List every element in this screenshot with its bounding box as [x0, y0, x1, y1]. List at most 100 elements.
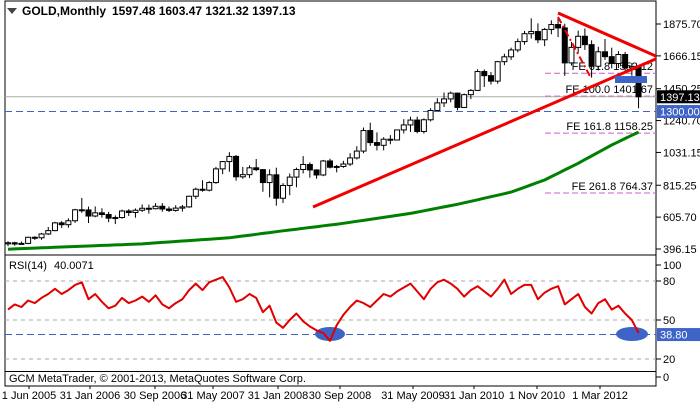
time-axis-label: 31 Jan 2006 — [60, 390, 121, 402]
candle-bearish — [306, 163, 313, 171]
rsi-axis-badge-value: 38.80 — [660, 330, 688, 342]
rsi-oversold-ellipse-annotation[interactable] — [315, 327, 345, 341]
candle-bullish — [353, 150, 360, 159]
price-axis-label: 1031.15 — [663, 147, 700, 159]
candle-bearish — [78, 209, 85, 212]
candle-bullish — [226, 155, 233, 163]
price-axis-label: 1875.70 — [663, 19, 700, 31]
support-zone-rectangle[interactable] — [615, 76, 647, 83]
fibo-baseline-dashdot[interactable] — [557, 16, 592, 79]
candle-bullish — [266, 174, 273, 184]
candle-bearish — [98, 212, 105, 216]
candle-bullish — [347, 157, 354, 165]
candle-bullish — [568, 46, 575, 64]
candle-bullish — [501, 56, 508, 63]
candle-bullish — [394, 129, 401, 141]
candle-bullish — [427, 109, 434, 121]
fibo-expansion-level-label: FE 161.8 1158.25 — [566, 121, 653, 133]
time-axis-label: 31 May 2007 — [181, 390, 245, 402]
candle-bullish — [172, 207, 179, 211]
candle-bullish — [434, 102, 441, 111]
candle-bearish — [125, 210, 132, 214]
candle-bearish — [165, 208, 172, 211]
candle-bullish — [528, 31, 535, 35]
candle-bullish — [139, 207, 146, 211]
rsi-axis-label: 100 — [663, 260, 681, 272]
fibo-expansion-level-label: FE 261.8 764.37 — [572, 181, 653, 193]
candle-bearish — [11, 242, 18, 245]
candle-bearish — [233, 155, 240, 178]
rsi-axis-label: 20 — [663, 354, 675, 366]
candle-bearish — [581, 35, 588, 46]
price-drawings-layer — [312, 11, 658, 209]
rsi-oversold-ellipse-annotation[interactable] — [616, 327, 648, 341]
copyright-text: GCM MetaTrader, © 2001-2013, MetaQuotes … — [9, 373, 306, 385]
candle-bullish — [340, 163, 347, 167]
candle-bullish — [51, 222, 58, 232]
candle-bearish — [588, 44, 595, 67]
candle-bullish — [400, 124, 407, 131]
candle-bullish — [360, 130, 367, 152]
candle-bearish — [487, 75, 494, 82]
candle-bullish — [239, 174, 246, 178]
time-axis-label: 31 Jan 2010 — [444, 390, 505, 402]
price-axis-label: 396.15 — [663, 244, 697, 256]
candle-bearish — [555, 24, 562, 29]
candle-bullish — [293, 168, 300, 178]
candle-bullish — [407, 119, 414, 126]
candle-bearish — [414, 119, 421, 132]
candle-bullish — [615, 54, 622, 64]
candle-bullish — [152, 205, 159, 210]
candle-bearish — [159, 205, 166, 210]
candle-bullish — [112, 217, 119, 220]
candle-bearish — [387, 138, 394, 141]
candle-bullish — [65, 220, 72, 226]
candle-bearish — [145, 207, 152, 210]
candle-bullish — [206, 182, 213, 191]
candle-bullish — [494, 61, 501, 82]
price-axis-label: 605.70 — [663, 212, 697, 224]
candle-bearish — [273, 174, 280, 199]
candle-bullish — [380, 138, 387, 146]
symbol-period-label: GOLD,Monthly — [22, 4, 106, 18]
ascending-trendline[interactable] — [312, 57, 658, 209]
rsi-chart-layer — [5, 276, 656, 360]
time-axis-label: 31 May 2009 — [381, 390, 445, 402]
rsi-line[interactable] — [7, 276, 640, 342]
candle-bullish — [119, 210, 126, 219]
candle-bullish — [441, 98, 448, 104]
descending-trendline[interactable] — [557, 11, 658, 58]
candle-bullish — [132, 209, 139, 214]
symbol-dropdown-triangle-down-icon[interactable] — [7, 8, 17, 14]
time-axis-label: 1 Mar 2012 — [572, 390, 628, 402]
candle-bearish — [481, 71, 488, 77]
candle-bullish — [333, 165, 340, 168]
candle-bullish — [92, 212, 99, 217]
candle-bullish — [474, 71, 481, 91]
price-axis-badge-value: 1300.00 — [660, 107, 700, 119]
candle-bullish — [186, 195, 193, 208]
candle-bearish — [367, 130, 374, 144]
candle-bullish — [548, 24, 555, 30]
time-axis-label: 1 Nov 2010 — [509, 390, 565, 402]
candle-bullish — [521, 33, 528, 43]
candle-bullish — [508, 49, 515, 58]
candle-bullish — [280, 184, 287, 199]
price-axis-label: 1240.70 — [663, 116, 700, 128]
candle-bearish — [313, 169, 320, 176]
moving-average-line[interactable] — [7, 130, 640, 251]
time-axis-label: 1 Jun 2005 — [2, 390, 56, 402]
candle-bullish — [541, 28, 548, 41]
price-axis-badge — [657, 105, 700, 119]
rsi-axis-label: 0 — [663, 372, 669, 384]
candle-bearish — [105, 214, 112, 219]
candle-bullish — [5, 242, 11, 245]
price-axis-label: 815.25 — [663, 180, 697, 192]
rsi-current-value: 40.0071 — [54, 260, 94, 272]
candle-bullish — [514, 41, 521, 51]
candle-bearish — [608, 56, 615, 64]
candle-bearish — [259, 169, 266, 184]
candle-bullish — [467, 89, 474, 96]
